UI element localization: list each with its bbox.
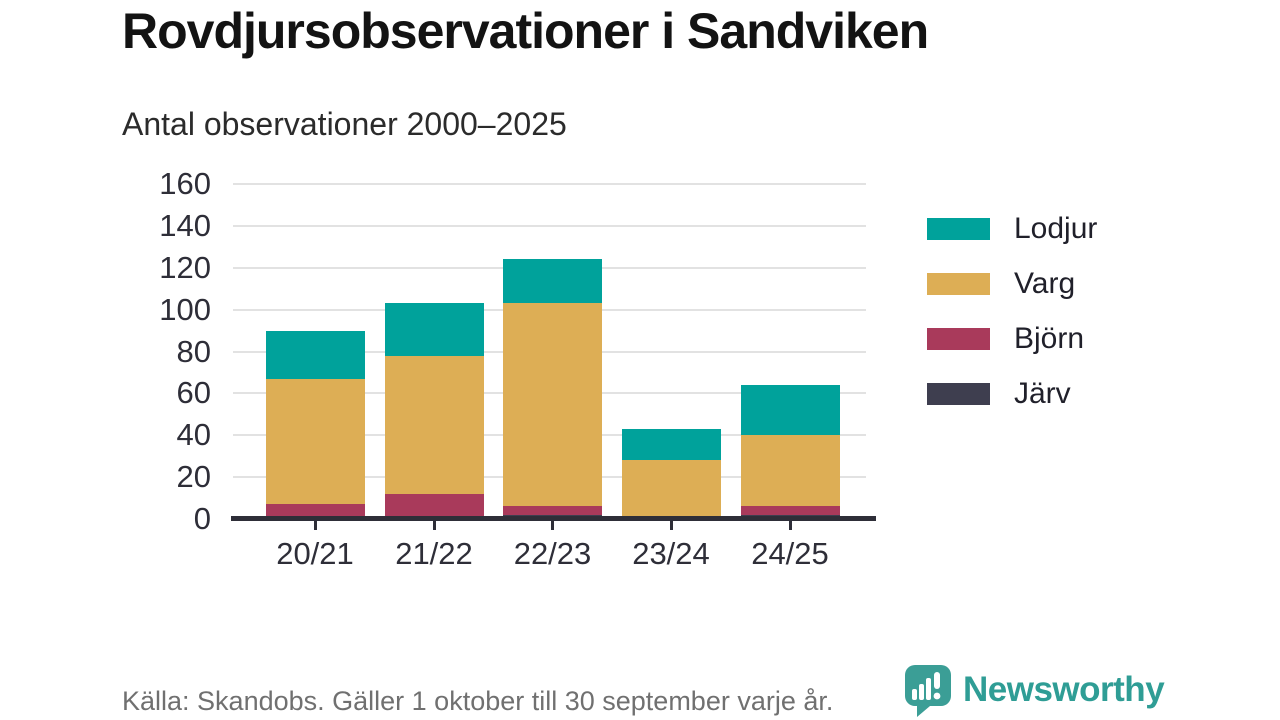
x-tick-label: 22/23 [513,536,592,571]
chart-subtitle: Antal observationer 2000–2025 [122,106,567,142]
x-tick [432,521,436,530]
legend-label: Järv [1014,377,1071,410]
chart-legend: Lodjur Varg Björn Järv [927,214,1097,409]
y-tick-label: 140 [159,207,211,243]
legend-label: Björn [1014,322,1085,355]
bar-segment-varg [384,355,484,494]
newsworthy-logo-icon [905,665,951,717]
y-tick-label: 60 [176,375,211,411]
newsworthy-wordmark: Newsworthy [963,670,1165,709]
y-tick-label: 120 [159,249,211,285]
bar-segment-bjrn [384,493,484,517]
bar-segment-varg [503,303,602,507]
legend-item-bjrn: Björn [927,324,1097,354]
legend-label: Lodjur [1014,212,1098,245]
bar-segment-bjrn [740,506,840,515]
y-tick-label: 40 [176,417,211,453]
y-tick-label: 0 [193,501,211,536]
bar-segment-lodjur [503,259,602,304]
x-tick-label: 21/22 [395,536,473,571]
y-tick-label: 160 [159,166,211,201]
legend-item-jrv: Järv [927,379,1097,409]
y-tick-label: 80 [176,333,211,369]
y-tick-label: 100 [159,291,211,327]
x-tick [669,521,673,530]
newsworthy-brand: Newsworthy [903,664,1165,718]
x-tick [313,521,317,530]
x-tick-label: 23/24 [632,536,710,571]
y-tick-label: 20 [176,459,211,495]
bar-segment-varg [265,378,365,505]
legend-swatch [927,328,990,350]
bar-segment-lodjur [265,330,365,379]
source-note: Källa: Skandobs. Gäller 1 oktober till 3… [122,686,834,716]
legend-swatch [927,273,990,295]
bar-segment-varg [740,435,840,507]
gridline [233,224,866,227]
legend-swatch [927,218,990,240]
bar-segment-bjrn [265,504,365,517]
bar-segment-lodjur [621,428,721,461]
x-tick-label: 24/25 [751,536,829,571]
legend-label: Varg [1014,267,1076,300]
x-tick [551,521,554,530]
legend-item-lodjur: Lodjur [927,214,1097,244]
bar-segment-lodjur [384,303,484,356]
x-tick [788,521,792,530]
legend-swatch [927,383,990,405]
legend-item-varg: Varg [927,269,1097,299]
bar-segment-lodjur [740,385,840,436]
bar-segment-bjrn [503,506,602,515]
bar-segment-varg [621,460,721,517]
x-tick-label: 20/21 [276,536,354,571]
page-title: Rovdjursobservationer i Sandviken [122,3,929,59]
x-axis-line [231,516,876,521]
gridline [233,183,866,185]
